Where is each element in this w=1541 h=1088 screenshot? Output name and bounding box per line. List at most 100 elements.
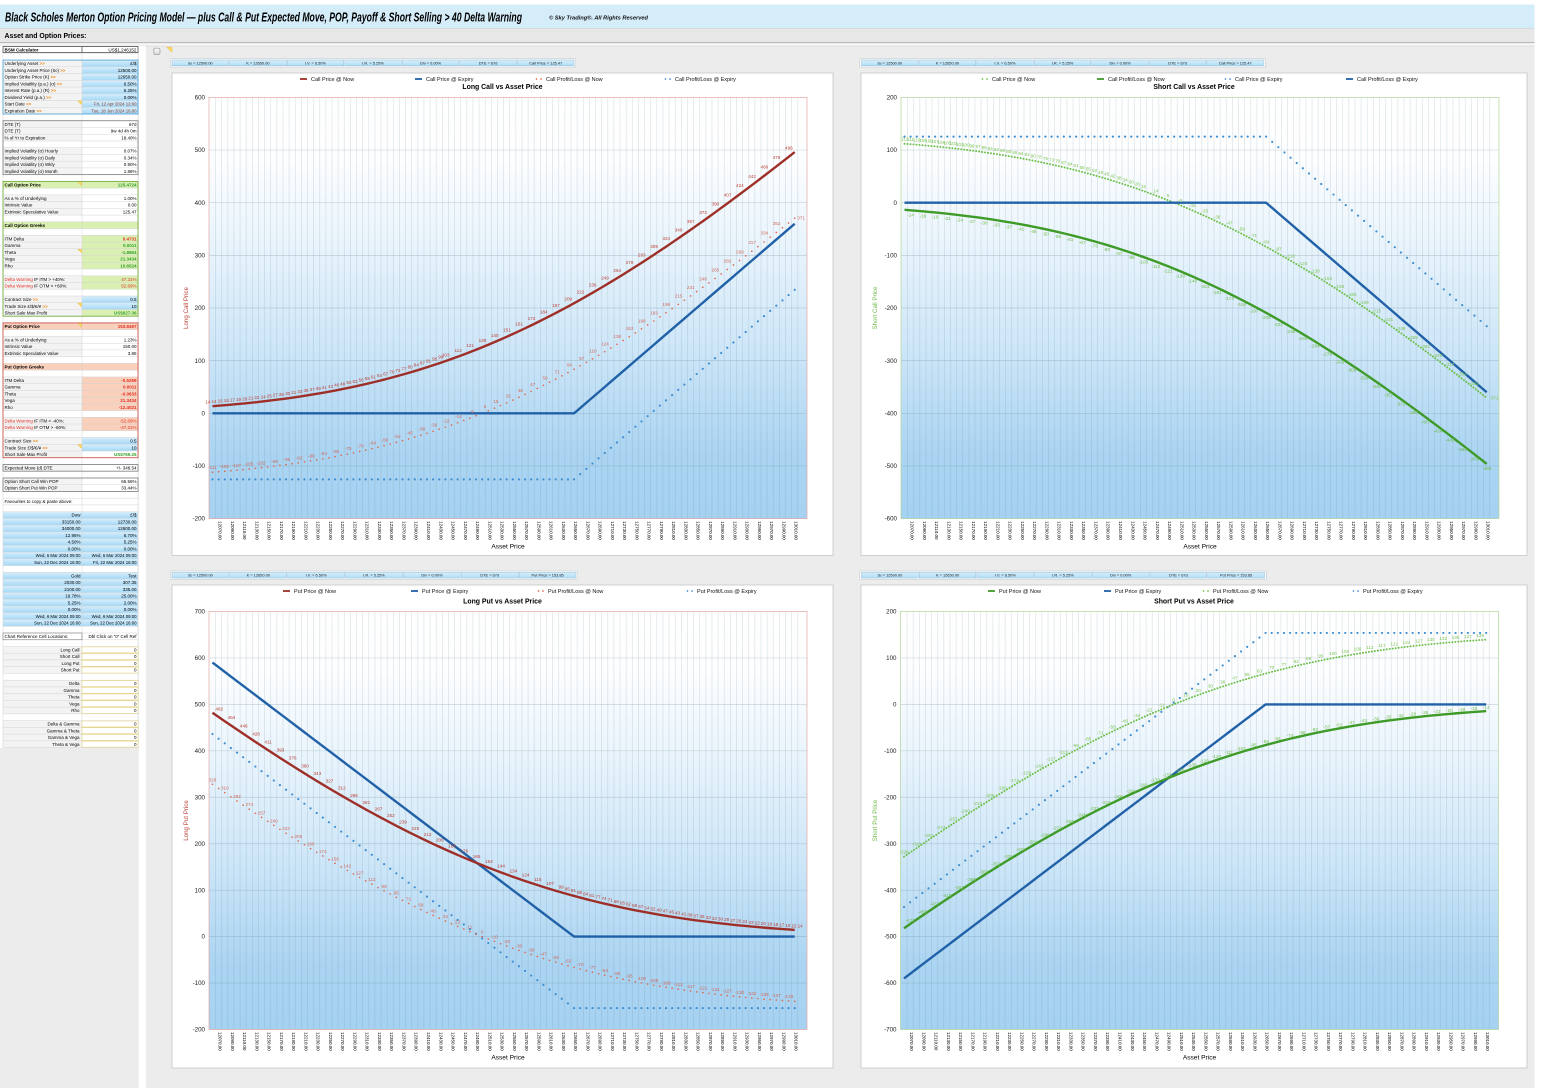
svg-text:Fri, 22 Mar 2024 16:00: Fri, 22 Mar 2024 16:00 <box>93 560 137 565</box>
svg-text:113: 113 <box>1366 645 1374 650</box>
svg-text:12190.00: 12190.00 <box>291 521 296 540</box>
svg-text:248: 248 <box>699 276 707 281</box>
svg-text:12230.00: 12230.00 <box>1007 1032 1012 1051</box>
svg-text:12150.00: 12150.00 <box>267 521 272 540</box>
svg-text:US$1.246152: US$1.246152 <box>108 48 137 53</box>
svg-text:12730.00: 12730.00 <box>118 519 137 524</box>
svg-text:67d: 67d <box>129 122 137 127</box>
svg-text:12110.00: 12110.00 <box>934 1032 939 1051</box>
svg-text:Extrinsic Speculative Value: Extrinsic Speculative Value <box>5 209 59 214</box>
svg-text:S0 = 12500.00: S0 = 12500.00 <box>188 61 214 66</box>
svg-text:38: 38 <box>1116 176 1122 181</box>
svg-text:12570.00: 12570.00 <box>524 1032 529 1051</box>
svg-text:Put Price @ Now: Put Price @ Now <box>294 589 336 595</box>
svg-text:45: 45 <box>1104 172 1110 177</box>
svg-text:-21: -21 <box>944 216 951 221</box>
svg-text:12970.00: 12970.00 <box>769 521 774 540</box>
svg-text:12450.00: 12450.00 <box>1143 521 1148 540</box>
svg-text:137: 137 <box>1464 634 1472 639</box>
svg-text:-5: -5 <box>1178 198 1183 203</box>
svg-text:12210.00: 12210.00 <box>303 521 308 540</box>
svg-text:-197: -197 <box>1249 308 1259 313</box>
svg-text:173: 173 <box>528 316 536 321</box>
svg-text:52: 52 <box>1092 168 1098 173</box>
svg-text:Call Price = 125.47: Call Price = 125.47 <box>529 61 562 66</box>
svg-text:12110.00: 12110.00 <box>242 1032 247 1051</box>
svg-text:12110.00: 12110.00 <box>242 521 247 540</box>
svg-text:3.85: 3.85 <box>128 351 137 356</box>
svg-text:-139: -139 <box>784 994 794 999</box>
svg-text:12690.00: 12690.00 <box>598 521 603 540</box>
svg-text:12370.00: 12370.00 <box>402 1032 407 1051</box>
svg-text:0.4731: 0.4731 <box>123 236 137 241</box>
svg-text:-5: -5 <box>470 409 475 414</box>
svg-text:12130.00: 12130.00 <box>254 521 259 540</box>
svg-text:Put Price @ Expiry: Put Price @ Expiry <box>422 589 468 595</box>
svg-text:428: 428 <box>252 732 260 737</box>
svg-text:-96: -96 <box>284 457 291 462</box>
svg-text:12790.00: 12790.00 <box>1350 1032 1355 1051</box>
svg-text:12830.00: 12830.00 <box>683 521 688 540</box>
svg-text:12930.00: 12930.00 <box>1437 521 1442 540</box>
svg-text:10: 10 <box>131 445 137 450</box>
svg-text:ITM Delta: ITM Delta <box>5 378 25 383</box>
svg-text:-304: -304 <box>1028 840 1038 845</box>
svg-text:-437: -437 <box>930 901 940 906</box>
svg-text:154: 154 <box>485 859 493 864</box>
svg-text:200: 200 <box>887 95 898 102</box>
svg-text:-455: -455 <box>918 910 928 915</box>
svg-text:Underlying Asset Price (S0) >>: Underlying Asset Price (S0) >> <box>5 68 66 73</box>
svg-text:Long Put vs Asset Price: Long Put vs Asset Price <box>463 598 542 605</box>
svg-text:99: 99 <box>382 884 388 889</box>
svg-text:-83: -83 <box>601 968 608 973</box>
svg-text:57: 57 <box>638 904 644 909</box>
svg-text:I.V. = 6.50%: I.V. = 6.50% <box>305 61 326 66</box>
svg-text:257: 257 <box>258 810 266 815</box>
svg-text:102: 102 <box>956 142 964 147</box>
svg-text:12650.00: 12650.00 <box>573 1032 578 1051</box>
svg-text:-100: -100 <box>884 748 897 755</box>
svg-text:17: 17 <box>230 398 236 403</box>
svg-text:32: 32 <box>712 916 718 921</box>
svg-text:12990.00: 12990.00 <box>1473 1032 1478 1051</box>
svg-text:360: 360 <box>301 763 309 768</box>
svg-text:12350.00: 12350.00 <box>1081 521 1086 540</box>
svg-text:-27: -27 <box>969 219 976 224</box>
svg-text:-478: -478 <box>1470 457 1480 462</box>
svg-text:-357: -357 <box>1384 393 1394 398</box>
svg-text:59: 59 <box>542 376 548 381</box>
svg-text:-35: -35 <box>1385 715 1392 720</box>
svg-text:482: 482 <box>215 707 223 712</box>
svg-text:12810.00: 12810.00 <box>671 521 676 540</box>
svg-text:Gamma: Gamma <box>5 385 22 390</box>
svg-text:12110.00: 12110.00 <box>934 521 939 540</box>
svg-text:0.07%: 0.07% <box>124 149 137 154</box>
svg-text:71: 71 <box>406 897 412 902</box>
svg-text:-264: -264 <box>1310 344 1320 349</box>
svg-text:6.70%: 6.70% <box>124 533 137 538</box>
svg-text:-319: -319 <box>1016 847 1026 852</box>
svg-text:-289: -289 <box>1040 833 1050 838</box>
svg-text:460: 460 <box>761 165 769 170</box>
svg-text:70: 70 <box>389 370 395 375</box>
svg-text:I.R. = 5.25%: I.R. = 5.25% <box>1052 61 1074 66</box>
svg-text:2100.00: 2100.00 <box>64 587 81 592</box>
svg-text:25: 25 <box>506 394 512 399</box>
svg-text:0: 0 <box>134 648 137 653</box>
svg-text:12990.00: 12990.00 <box>781 1032 786 1051</box>
svg-text:12670.00: 12670.00 <box>1277 521 1282 540</box>
svg-text:12950.00: 12950.00 <box>757 1032 762 1051</box>
svg-text:12750.00: 12750.00 <box>634 1032 639 1051</box>
svg-text:-334: -334 <box>1458 372 1468 377</box>
svg-text:12790.00: 12790.00 <box>659 1032 664 1051</box>
svg-text:Black Scholes Merton Option Pr: Black Scholes Merton Option Pricing Mode… <box>5 10 522 25</box>
svg-text:12370.00: 12370.00 <box>1093 1032 1098 1051</box>
svg-text:15: 15 <box>218 399 224 404</box>
svg-text:-97: -97 <box>1275 246 1282 251</box>
svg-text:12310.00: 12310.00 <box>365 1032 370 1051</box>
svg-text:-130: -130 <box>735 990 745 995</box>
svg-text:-34: -34 <box>1134 713 1141 718</box>
svg-text:Theta: Theta <box>5 250 17 255</box>
svg-text:US$769.25: US$769.25 <box>114 452 137 457</box>
svg-text:95: 95 <box>1318 654 1324 659</box>
